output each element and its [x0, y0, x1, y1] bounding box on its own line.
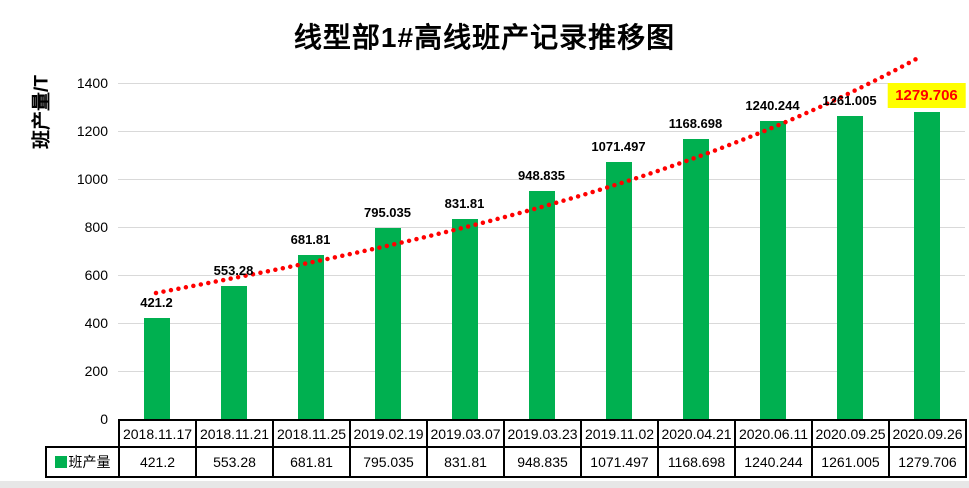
- date-header-cell: 2018.11.25: [272, 419, 351, 448]
- value-cell: 681.81: [272, 446, 351, 478]
- bar-value-label: 831.81: [444, 196, 485, 212]
- chart-title: 线型部1#高线班产记录推移图: [293, 22, 676, 53]
- date-header-cell: 2020.04.21: [657, 419, 736, 448]
- date-header-cell: 2020.09.26: [888, 419, 967, 448]
- bar: [297, 255, 324, 419]
- value-cell: 1071.497: [580, 446, 659, 478]
- date-header-cell: 2020.09.25: [811, 419, 890, 448]
- bar: [451, 219, 478, 419]
- y-tick-label: 1400: [76, 75, 108, 91]
- bar: [605, 161, 632, 419]
- gridline: [118, 179, 965, 180]
- trendline: [153, 55, 921, 296]
- value-cell: 553.28: [195, 446, 274, 478]
- date-header-cell: 2018.11.21: [195, 419, 274, 448]
- y-tick-label: 0: [100, 411, 108, 427]
- date-header-cell: 2019.03.23: [503, 419, 582, 448]
- bar: [836, 116, 863, 419]
- value-cell: 1279.706: [888, 446, 967, 478]
- bar-value-label: 1071.497: [591, 138, 646, 154]
- bar-value-label-highlighted: 1279.706: [887, 82, 966, 108]
- bar-value-label: 553.28: [213, 263, 254, 279]
- bar: [143, 317, 170, 419]
- bar-value-label: 948.835: [518, 168, 565, 184]
- date-header-cell: 2020.06.11: [734, 419, 813, 448]
- value-cell: 1168.698: [657, 446, 736, 478]
- bar-value-label: 1168.698: [668, 115, 723, 131]
- y-tick-label: 200: [84, 363, 108, 379]
- bar: [528, 191, 555, 419]
- bar: [374, 228, 401, 419]
- bar-value-label: 795.035: [364, 205, 411, 221]
- value-cell: 421.2: [118, 446, 197, 478]
- legend-cell: 班产量: [45, 446, 120, 478]
- value-cell: 948.835: [503, 446, 582, 478]
- bar-value-label: 681.81: [290, 232, 331, 248]
- legend-color-swatch-icon: [54, 456, 67, 468]
- bar-value-label: 1240.244: [745, 98, 800, 114]
- value-cell: 1261.005: [811, 446, 890, 478]
- y-tick-label: 800: [84, 219, 108, 235]
- value-cell: 831.81: [426, 446, 505, 478]
- value-cell: 1240.244: [734, 446, 813, 478]
- y-tick-label: 400: [84, 315, 108, 331]
- y-tick-label: 1200: [76, 123, 108, 139]
- bar: [220, 286, 247, 419]
- date-header-cell: 2019.11.02: [580, 419, 659, 448]
- legend-label: 班产量: [68, 454, 111, 470]
- data-table: 2018.11.17 2018.11.21 2018.11.25 2019.02.19…: [45, 419, 967, 478]
- date-header-cell: 2019.02.19: [349, 419, 428, 448]
- value-cell: 795.035: [349, 446, 428, 478]
- bottom-strip: [0, 481, 969, 488]
- gridline: [118, 83, 965, 84]
- bar: [759, 121, 786, 419]
- y-tick-label: 600: [84, 267, 108, 283]
- gridline: [118, 131, 965, 132]
- bar: [682, 138, 709, 419]
- bar-value-label: 421.2: [140, 294, 173, 310]
- date-header-cell: 2018.11.17: [118, 419, 197, 448]
- date-header-cell: 2019.03.07: [426, 419, 505, 448]
- y-tick-label: 1000: [76, 171, 108, 187]
- bar-value-label: 1261.005: [822, 93, 877, 109]
- bar: [913, 111, 940, 419]
